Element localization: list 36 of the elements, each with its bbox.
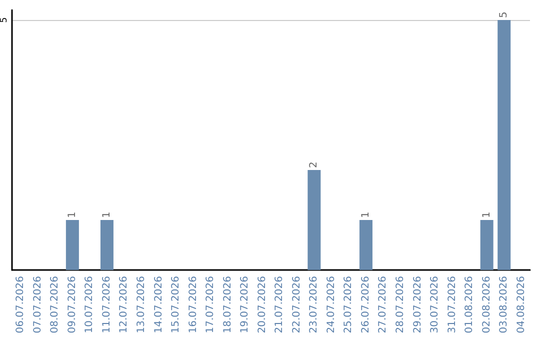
data-label: 1: [481, 212, 492, 218]
x-tick-label: 09.07.2026: [66, 276, 78, 334]
data-label: 1: [66, 212, 78, 218]
x-tick-label: 21.07.2026: [274, 276, 286, 334]
data-label: 1: [101, 212, 112, 218]
data-label: 2: [308, 162, 320, 168]
data-label: 1: [360, 212, 372, 218]
x-tick-label: 01.08.2026: [464, 276, 476, 334]
x-tick-label: 25.07.2026: [343, 276, 354, 334]
x-tick-label: 13.07.2026: [136, 276, 147, 334]
x-tick-label: 11.07.2026: [101, 276, 112, 334]
x-tick-label: 18.07.2026: [222, 276, 234, 334]
x-tick-label: 12.07.2026: [118, 276, 130, 334]
x-tick-label: 07.07.2026: [32, 276, 44, 334]
x-tick-label: 27.07.2026: [378, 276, 389, 334]
x-tick-label: 23.07.2026: [308, 276, 320, 334]
x-tick-label: 30.07.2026: [430, 276, 441, 334]
x-tick-label: 06.07.2026: [15, 276, 26, 334]
x-tick-label: 14.07.2026: [153, 276, 164, 334]
x-tick-label: 08.07.2026: [50, 276, 61, 334]
x-tick-label: 29.07.2026: [412, 276, 424, 334]
x-tick-label: 20.07.2026: [256, 276, 268, 334]
x-tick-label: 03.08.2026: [498, 276, 510, 334]
x-tick-label: 04.08.2026: [516, 276, 527, 334]
x-tick-label: 22.07.2026: [291, 276, 302, 334]
x-tick-label: 02.08.2026: [481, 276, 492, 334]
data-label: 5: [498, 12, 510, 18]
x-tick-label: 31.07.2026: [446, 276, 458, 334]
x-tick-label: 24.07.2026: [326, 276, 337, 334]
x-tick-label: 19.07.2026: [240, 276, 251, 334]
x-tick-label: 15.07.2026: [170, 276, 182, 334]
x-tick-label: 28.07.2026: [395, 276, 406, 334]
x-tick-label: 26.07.2026: [360, 276, 372, 334]
x-tick-label: 16.07.2026: [188, 276, 199, 334]
x-tick-label: 10.07.2026: [84, 276, 96, 334]
x-tick-label: 17.07.2026: [205, 276, 216, 334]
